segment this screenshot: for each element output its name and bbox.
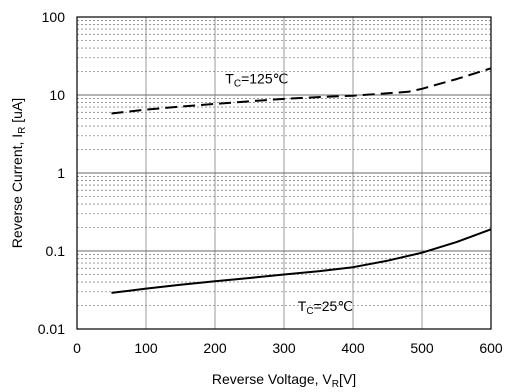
plot-frame bbox=[76, 16, 492, 330]
series-line-0 bbox=[111, 67, 492, 115]
annotation-tc-25: TC=25℃ bbox=[298, 298, 353, 317]
y-tick-label: 100 bbox=[42, 9, 66, 25]
annotation-tc-25-sub: C bbox=[306, 306, 313, 317]
y-tick-label: 0.01 bbox=[38, 321, 65, 337]
x-tick-label: 500 bbox=[410, 340, 434, 356]
x-axis-title-sub: R bbox=[332, 379, 339, 390]
x-tick-label: 100 bbox=[134, 340, 158, 356]
x-axis-title: Reverse Voltage, VR[V] bbox=[212, 371, 356, 390]
y-axis-title-sub: R bbox=[17, 127, 28, 134]
annotation-tc-125-rest: =125℃ bbox=[241, 71, 288, 87]
x-tick-label: 600 bbox=[479, 340, 503, 356]
annotation-tc-25-rest: =25℃ bbox=[314, 298, 353, 314]
x-axis-title-main: Reverse Voltage, V bbox=[212, 371, 333, 387]
y-tick-label: 0.1 bbox=[46, 243, 66, 259]
y-axis-title-unit: [uA] bbox=[9, 98, 25, 127]
tick-label-layer: 0 100 200 300 400 500 600 0.01 0.1 1 10 100 bbox=[38, 9, 503, 356]
annotation-tc-125-main: T bbox=[225, 71, 234, 87]
annotation-tc-25-main: T bbox=[298, 298, 307, 314]
y-tick-label: 1 bbox=[57, 165, 65, 181]
x-tick-label: 200 bbox=[203, 340, 227, 356]
y-axis-title-main: Reverse Current, I bbox=[9, 134, 25, 248]
annotation-tc-125-sub: C bbox=[234, 79, 241, 90]
x-axis-title-unit: [V] bbox=[339, 371, 356, 387]
y-axis-title: Reverse Current, IR [uA] bbox=[9, 98, 28, 248]
grid-layer bbox=[77, 17, 491, 329]
annotation-tc-125: TC=125℃ bbox=[225, 71, 288, 90]
series-layer bbox=[111, 67, 492, 294]
x-tick-label: 400 bbox=[341, 340, 365, 356]
x-tick-label: 300 bbox=[272, 340, 296, 356]
y-tick-label: 10 bbox=[49, 87, 65, 103]
series-line-1 bbox=[111, 228, 492, 294]
x-tick-label: 0 bbox=[73, 340, 81, 356]
